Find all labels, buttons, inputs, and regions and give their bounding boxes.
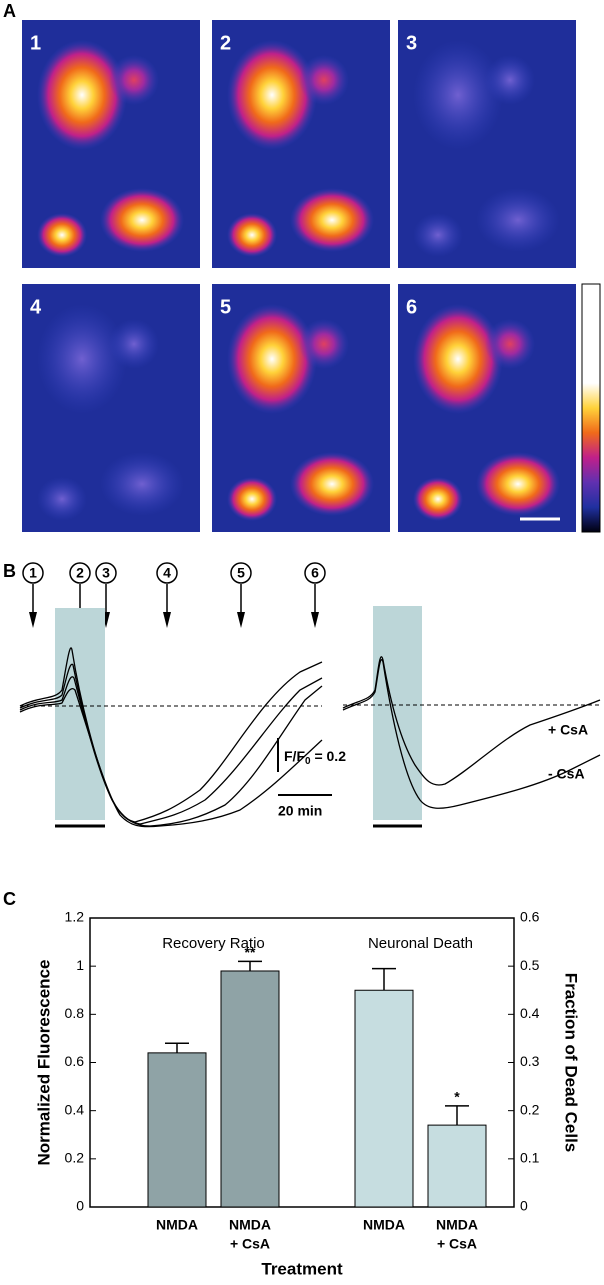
arrow-head: [29, 612, 37, 628]
y-tick-label: 1.2: [65, 909, 85, 925]
bar: [147, 1052, 207, 1208]
group-label: Neuronal Death: [368, 935, 473, 952]
image-label: 1: [30, 32, 41, 54]
error-bar: [165, 1042, 189, 1053]
micrograph: [398, 20, 576, 268]
x-tick-label: NMDA: [363, 1217, 405, 1233]
bar-chart: 0 0.2 0.4 0.6 0.8 1 1.2 0 0.1 0.2 0.3 0.4 0.5 0.6 Norm…: [34, 909, 580, 1279]
y2-tick-label: 0.1: [520, 1150, 540, 1166]
y2-tick-label: 0.6: [520, 909, 540, 925]
scale-text: 0: [305, 756, 311, 767]
y2-axis-label: Fraction of Dead Cells: [562, 973, 581, 1152]
trace: [342, 659, 601, 809]
time-point-circle: [156, 562, 178, 584]
y2-tick-label: 0.2: [520, 1101, 540, 1117]
error-bar: [445, 1105, 469, 1126]
nmda-shading: [373, 606, 422, 820]
time-point-circle: [95, 562, 117, 584]
bar: [354, 989, 414, 1208]
x-tick-label: + CsA: [230, 1236, 270, 1252]
trace-label: + CsA: [548, 722, 588, 738]
time-point-label: 4: [163, 565, 171, 581]
x-tick-label: NMDA: [229, 1217, 271, 1233]
arrow-head: [237, 612, 245, 628]
y-axis-label: Normalized Fluorescence: [34, 960, 53, 1166]
panel-label: A: [3, 1, 16, 21]
micrograph: [22, 20, 200, 268]
y-tick-label: 0: [76, 1198, 84, 1214]
trace-label: - CsA: [548, 766, 585, 782]
y2-tick-label: 0.3: [520, 1053, 540, 1069]
scale-text: F/F: [284, 748, 305, 764]
y-tick-label: 0.2: [65, 1150, 85, 1166]
time-point-circle: [22, 562, 44, 584]
y-tick-label: 0.8: [65, 1005, 85, 1021]
time-point-label: 6: [311, 565, 319, 581]
y2-tick-label: 0: [520, 1198, 528, 1214]
time-point-label: 5: [237, 565, 245, 581]
time-point-label: 2: [76, 565, 84, 581]
y-tick-label: 1: [76, 957, 84, 973]
arrow-head: [311, 612, 319, 628]
trace: [19, 688, 323, 828]
image-label: 2: [220, 32, 231, 54]
micrograph: [212, 20, 390, 268]
group-label: Recovery Ratio: [162, 935, 265, 952]
y-tick-label: 0.6: [65, 1053, 85, 1069]
x-tick-label: + CsA: [437, 1236, 477, 1252]
amplitude-scale: F/F0 = 0.2: [284, 748, 346, 767]
bar: [427, 1124, 487, 1208]
image-label: 5: [220, 296, 231, 318]
time-point-label: 1: [29, 565, 37, 581]
image-label: 4: [30, 296, 42, 318]
time-point-circle: [230, 562, 252, 584]
micrograph: [212, 284, 390, 532]
x-tick-label: NMDA: [156, 1217, 198, 1233]
time-point-circle: [304, 562, 326, 584]
micrograph: [398, 284, 576, 532]
y2-tick-label: 0.4: [520, 1005, 540, 1021]
error-bar: [372, 967, 396, 991]
time-scale: 20 min: [278, 803, 322, 819]
micrograph: [22, 284, 200, 532]
nmda-shading: [55, 608, 105, 820]
image-label: 3: [406, 32, 417, 54]
traces: [19, 647, 601, 828]
panel-label: C: [3, 889, 16, 909]
y-tick-label: 0.4: [65, 1101, 85, 1117]
arrow-head: [163, 612, 171, 628]
x-axis-label: Treatment: [261, 1259, 343, 1278]
image-label: 6: [406, 296, 417, 318]
panel-label: B: [3, 561, 16, 581]
scale-text: = 0.2: [311, 748, 347, 764]
color-bar: [581, 283, 601, 533]
significance: **: [245, 944, 256, 960]
significance: *: [454, 1089, 460, 1105]
x-tick-label: NMDA: [436, 1217, 478, 1233]
y2-tick-label: 0.5: [520, 957, 540, 973]
time-point-circle: [69, 562, 91, 584]
time-point-label: 3: [102, 565, 110, 581]
bar: [220, 970, 280, 1208]
error-bar: [238, 960, 262, 971]
